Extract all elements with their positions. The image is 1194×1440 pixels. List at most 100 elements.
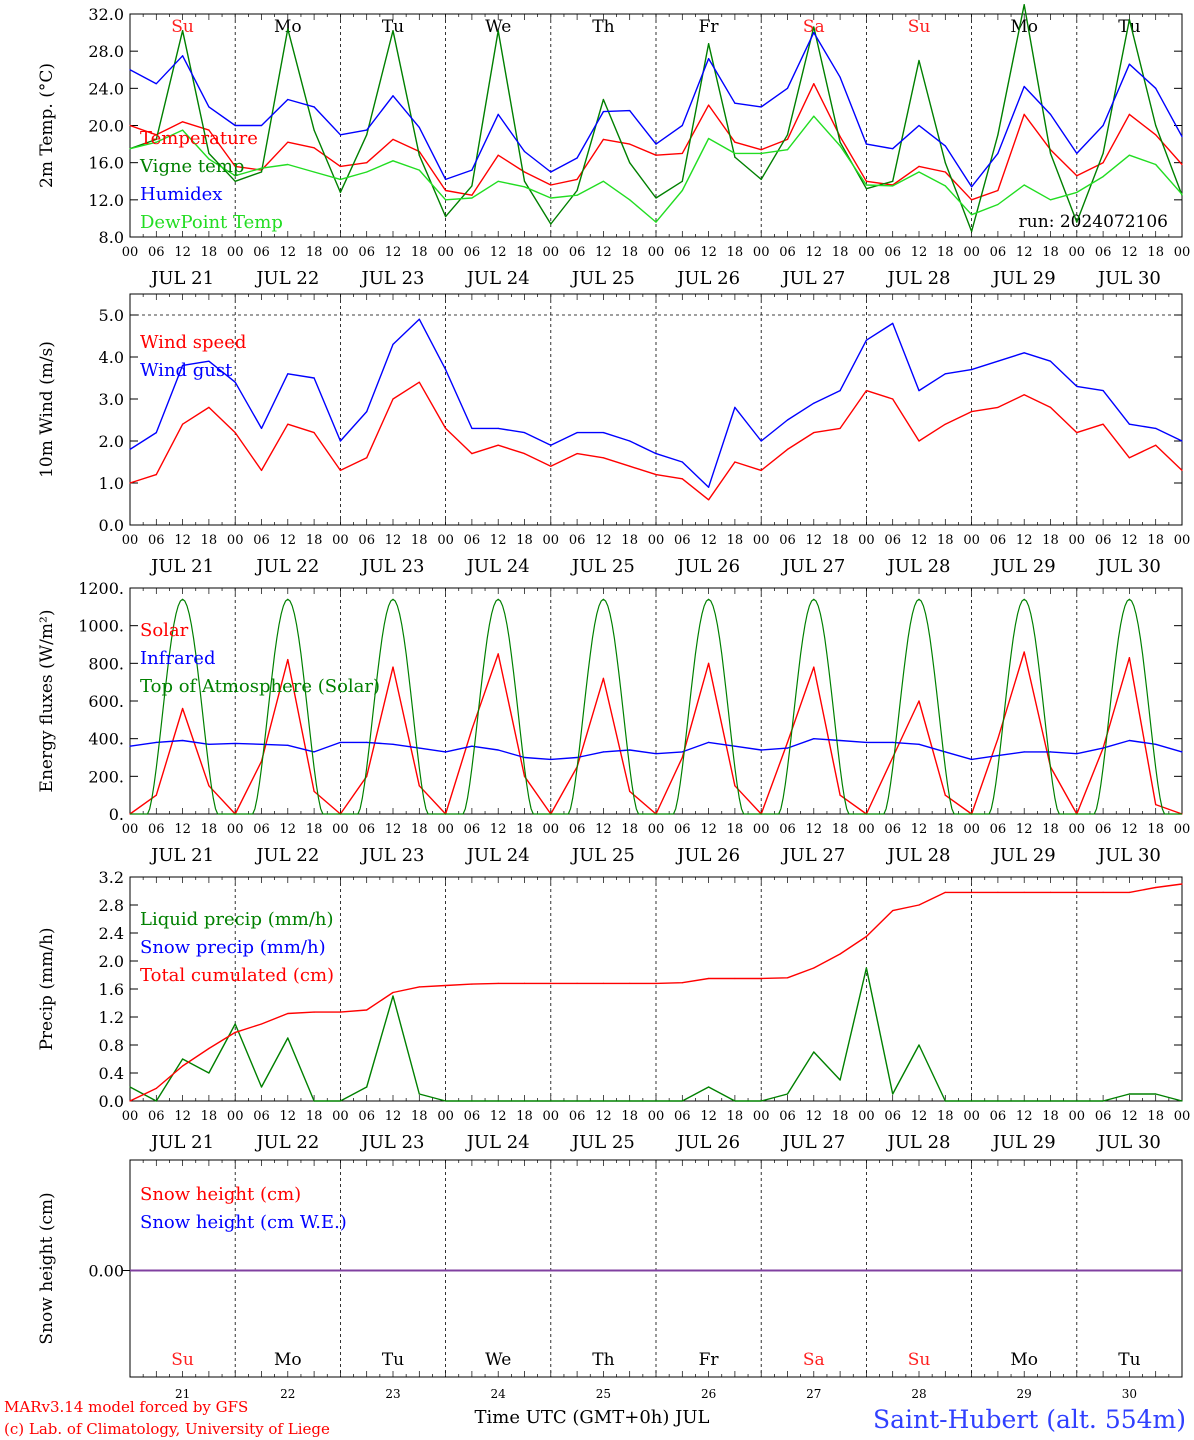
data-point (918, 390, 920, 392)
day-number: 27 (806, 1387, 821, 1401)
data-point (1181, 751, 1183, 753)
hour-tick-label: 00 (543, 822, 560, 837)
data-point (786, 87, 789, 89)
data-point (497, 113, 499, 115)
hour-tick-label: 12 (490, 1109, 507, 1124)
data-point (418, 154, 420, 156)
data-point (497, 749, 499, 751)
hour-tick-label: 00 (1174, 245, 1191, 260)
data-point (1155, 124, 1157, 127)
data-point (550, 758, 552, 761)
data-point (234, 381, 236, 383)
legend-entry: Snow height (cm W.E.) (140, 1212, 347, 1233)
hour-tick-label: 12 (806, 1109, 823, 1124)
data-point (182, 121, 184, 123)
data-point (655, 1100, 657, 1102)
data-point (1076, 432, 1078, 434)
hour-tick-label: 12 (806, 533, 823, 548)
hour-tick-label: 06 (464, 245, 481, 260)
data-point (1102, 176, 1104, 178)
data-point (839, 739, 841, 742)
series-line (129, 31, 1183, 188)
data-point (129, 69, 131, 71)
data-point (234, 1031, 236, 1033)
date-label: JUL 22 (254, 1132, 319, 1153)
data-point (392, 666, 394, 668)
y-tick-label: 0.00 (88, 1262, 124, 1281)
data-point (1102, 891, 1104, 894)
data-point (1181, 136, 1183, 138)
data-point (418, 785, 420, 787)
hour-tick-label: 12 (1121, 533, 1138, 548)
hour-tick-label: 18 (516, 245, 533, 260)
data-point (1128, 657, 1130, 659)
hour-tick-label: 06 (358, 822, 375, 837)
data-point (418, 1093, 420, 1095)
data-point (629, 110, 631, 112)
data-point (865, 390, 868, 392)
data-point (471, 983, 473, 985)
y-tick-label: 16.0 (88, 154, 124, 173)
data-point (1023, 891, 1025, 894)
data-point (523, 756, 526, 759)
hour-tick-label: 00 (437, 822, 454, 837)
data-point (182, 55, 184, 57)
data-point (445, 189, 447, 192)
hour-tick-label: 12 (1121, 822, 1138, 837)
hour-tick-label: 18 (201, 822, 218, 837)
hour-tick-label: 06 (569, 245, 586, 260)
data-point (1049, 891, 1052, 894)
hour-tick-label: 12 (280, 533, 297, 548)
data-point (760, 106, 762, 108)
data-point (971, 891, 973, 894)
hour-tick-label: 12 (700, 822, 717, 837)
data-point (129, 1100, 131, 1102)
data-point (129, 448, 131, 450)
data-point (523, 186, 526, 188)
hour-tick-label: 18 (201, 245, 218, 260)
date-label: JUL 25 (570, 1132, 635, 1153)
data-point (1128, 1093, 1130, 1095)
data-point (1049, 152, 1052, 154)
hour-tick-label: 18 (1042, 245, 1059, 260)
data-point (182, 423, 184, 425)
legend-entry: Wind gust (140, 360, 233, 381)
data-point (497, 180, 499, 182)
hour-tick-label: 18 (832, 245, 849, 260)
data-point (287, 1012, 289, 1015)
hour-tick-label: 06 (569, 533, 586, 548)
data-point (392, 398, 394, 400)
data-point (629, 790, 631, 793)
date-label: JUL 23 (360, 268, 425, 289)
hour-tick-label: 12 (490, 822, 507, 837)
date-label: JUL 24 (465, 845, 530, 866)
data-point (339, 1100, 341, 1102)
hour-tick-label: 00 (332, 822, 349, 837)
data-point (786, 1093, 789, 1095)
day-label: Fr (699, 1350, 720, 1370)
day-number: 30 (1122, 1387, 1137, 1401)
hour-tick-label: 06 (358, 1109, 375, 1124)
data-point (918, 59, 920, 62)
legend-entry: Liquid precip (mm/h) (140, 909, 334, 930)
data-point (944, 171, 946, 173)
data-point (550, 197, 552, 199)
day-number: 23 (385, 1387, 400, 1401)
data-point (1076, 152, 1078, 154)
data-point (418, 986, 420, 988)
hour-tick-label: 06 (358, 533, 375, 548)
hour-tick-label: 18 (727, 533, 744, 548)
hour-tick-label: 00 (648, 1109, 665, 1124)
data-point (1023, 184, 1025, 186)
data-point (629, 1100, 631, 1102)
data-point (839, 794, 841, 796)
hour-tick-label: 06 (884, 822, 901, 837)
y-tick-label: 0. (109, 805, 124, 824)
hour-tick-label: 00 (227, 533, 244, 548)
hour-tick-label: 12 (911, 822, 928, 837)
data-point (708, 662, 710, 664)
hour-tick-label: 06 (1095, 822, 1112, 837)
hour-tick-label: 00 (858, 245, 875, 260)
data-point (944, 373, 946, 375)
hour-tick-label: 18 (1042, 533, 1059, 548)
